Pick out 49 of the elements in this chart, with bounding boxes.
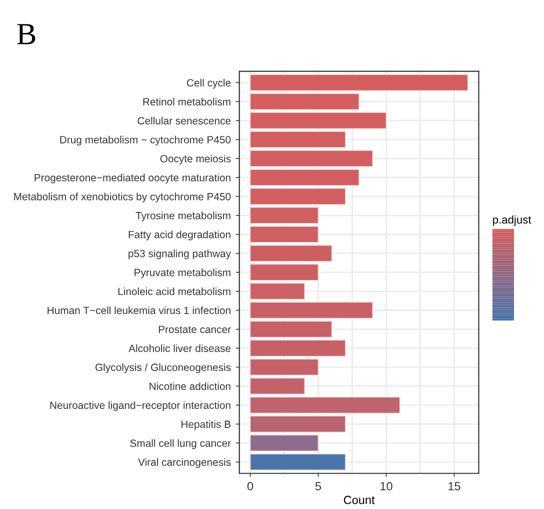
bar <box>250 131 346 148</box>
y-tick-label: Human T−cell leukemia virus 1 infection <box>48 306 230 314</box>
y-tick-label: Progesterone−mediated oocyte maturation <box>34 174 230 184</box>
bar <box>250 454 346 470</box>
bar <box>250 168 360 186</box>
bar <box>250 74 468 92</box>
bar <box>250 396 400 414</box>
y-tick-label: Viral carcinogenesis <box>138 458 231 468</box>
y-tick-label: Pyruvate metabolism <box>134 268 230 278</box>
y-tick-label: Retinol metabolism <box>143 98 230 106</box>
x-tick-label: 5 <box>315 482 322 490</box>
y-tick-label: Tyrosine metabolism <box>136 212 230 222</box>
y-tick-label: Cellular senescence <box>138 116 231 124</box>
y-tick-label: Fatty acid degradation <box>128 230 230 240</box>
color-bar-title: p.adjust <box>493 215 532 226</box>
bar <box>250 112 387 130</box>
bar <box>250 434 319 452</box>
y-tick-label: Linoleic acid metabolism <box>118 288 230 296</box>
bar <box>250 340 346 357</box>
bar <box>250 264 319 281</box>
bar <box>250 188 346 205</box>
x-tick-label: 0 <box>247 482 254 490</box>
bar <box>250 416 346 433</box>
y-tick-label: Drug metabolism − cytochrome P450 <box>60 136 231 146</box>
y-tick-label: Alcoholic liver disease <box>128 344 231 352</box>
y-tick-label: Nicotine addiction <box>150 382 230 390</box>
chart-title: B <box>17 24 36 44</box>
y-tick-label: Hepatitis B <box>182 420 230 430</box>
y-tick-label: Small cell lung cancer <box>130 439 231 449</box>
y-tick-label: Metabolism of xenobiotics by cytochrome P450 <box>14 192 231 202</box>
y-tick-label: Glycolysis / Gluconeogenesis <box>96 363 231 374</box>
y-tick-label: Neuroactive ligand−receptor interaction <box>50 401 230 412</box>
bar <box>250 358 319 376</box>
x-tick-label: 15 <box>448 482 460 490</box>
bar <box>250 244 332 262</box>
y-tick-label: p53 signaling pathway <box>128 250 232 260</box>
bar <box>250 150 374 167</box>
x-axis-title: Count <box>344 496 375 504</box>
y-tick-label: Oocyte meiosis <box>160 154 231 164</box>
bar <box>250 320 332 338</box>
bar <box>250 302 374 319</box>
bar <box>250 206 319 224</box>
bar <box>250 378 306 395</box>
y-tick-label: Prostate cancer <box>158 326 231 334</box>
bar <box>250 282 306 300</box>
x-tick-label: 10 <box>380 482 392 490</box>
y-tick-label: Cell cycle <box>186 78 231 89</box>
bar <box>250 226 319 243</box>
bar <box>250 93 360 110</box>
